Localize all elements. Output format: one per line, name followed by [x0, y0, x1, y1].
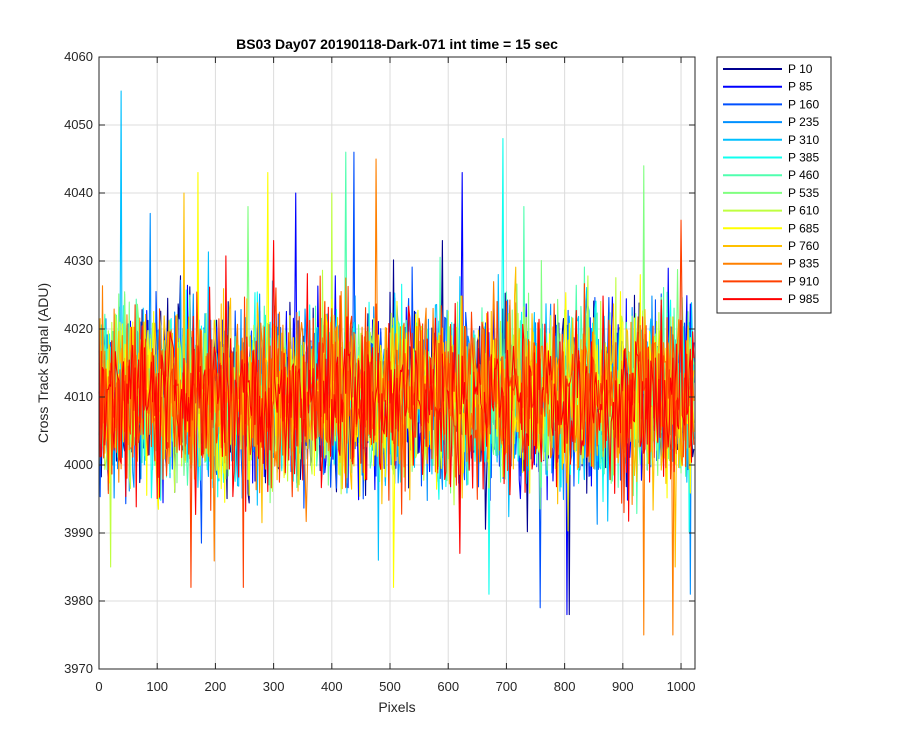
y-tick-label: 4010: [64, 389, 93, 404]
x-tick-label: 600: [437, 679, 459, 694]
x-axis-title: Pixels: [378, 699, 415, 715]
chart-title: BS03 Day07 20190118-Dark-071 int time = …: [236, 36, 558, 52]
y-tick-label: 4000: [64, 457, 93, 472]
y-tick-label: 3990: [64, 525, 93, 540]
y-tick-label: 4030: [64, 253, 93, 268]
series-lines: [98, 90, 695, 636]
legend-label: P 610: [788, 204, 819, 218]
x-tick-label: 900: [612, 679, 634, 694]
legend-box: [716, 56, 832, 314]
x-tick-label: 800: [554, 679, 576, 694]
x-tick-label: 200: [205, 679, 227, 694]
legend-label: P 385: [788, 151, 819, 165]
legend-label: P 460: [788, 168, 819, 182]
legend-label: P 310: [788, 133, 819, 147]
y-tick-label: 3970: [64, 661, 93, 676]
legend-label: P 160: [788, 97, 819, 111]
x-tick-label: 400: [321, 679, 343, 694]
legend: P 10 P 85 P 160 P 235 P 310 P 385 P 460 P 535 P …: [716, 56, 832, 314]
ticks: 0 100 200 300 400 500 600 700 800 900 1000 3970 3980…: [64, 49, 695, 694]
legend-label: P 535: [788, 186, 819, 200]
legend-label: P 910: [788, 274, 819, 288]
x-tick-label: 100: [146, 679, 168, 694]
y-tick-label: 4040: [64, 185, 93, 200]
y-axis-title: Cross Track Signal (ADU): [35, 283, 51, 443]
legend-label: P 235: [788, 115, 819, 129]
legend-label: P 835: [788, 257, 819, 271]
y-tick-label: 4050: [64, 117, 93, 132]
legend-label: P 85: [788, 80, 813, 94]
legend-label: P 985: [788, 292, 819, 306]
x-tick-label: 0: [95, 679, 102, 694]
y-tick-label: 4020: [64, 321, 93, 336]
y-tick-label: 4060: [64, 49, 93, 64]
x-tick-label: 300: [263, 679, 285, 694]
legend-label: P 10: [788, 62, 813, 76]
x-tick-label: 700: [496, 679, 518, 694]
legend-label: P 685: [788, 221, 819, 235]
plot-frame: [98, 56, 696, 670]
series-line-p985: [98, 240, 695, 554]
legend-label: P 760: [788, 239, 819, 253]
y-tick-label: 3980: [64, 593, 93, 608]
x-tick-label: 1000: [667, 679, 696, 694]
x-tick-label: 500: [379, 679, 401, 694]
